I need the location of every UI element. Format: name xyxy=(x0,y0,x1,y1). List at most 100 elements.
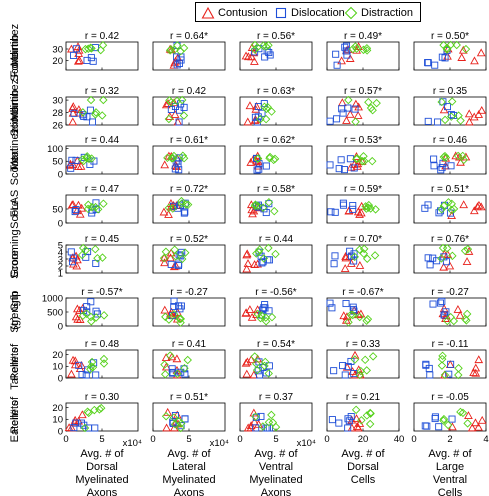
triangle-point xyxy=(249,57,259,65)
diamond-point xyxy=(254,247,263,257)
triangle-point xyxy=(160,258,169,267)
square-point xyxy=(89,57,97,65)
diamond-point xyxy=(164,203,174,213)
diamond-point xyxy=(270,206,279,216)
square-point xyxy=(181,208,189,216)
y-axis-label: Martinez xyxy=(9,128,21,170)
triangle-point xyxy=(477,105,487,114)
x-tick-label: 5 xyxy=(273,434,278,445)
square-point xyxy=(347,252,356,260)
y-tick-label: 0 xyxy=(58,373,63,384)
square-point xyxy=(82,371,90,379)
diamond-point xyxy=(86,95,96,105)
legend-label: Dislocation xyxy=(291,6,345,19)
y-tick-label: 26 xyxy=(52,120,63,131)
square-point xyxy=(335,419,343,427)
diamond-point xyxy=(179,43,189,53)
y-tick-label: 30 xyxy=(52,44,63,55)
diamond-point xyxy=(169,310,179,319)
diamond-point xyxy=(161,312,170,322)
triangle-point xyxy=(75,306,84,314)
diamond-point xyxy=(87,154,96,163)
square-point xyxy=(70,51,78,59)
diamond-point xyxy=(364,97,373,107)
square-point xyxy=(340,201,348,209)
square-point xyxy=(265,49,273,57)
diamond-point xyxy=(91,244,100,254)
triangle-point xyxy=(339,311,349,320)
y-tick-label: 20 xyxy=(52,350,63,361)
triangle-point xyxy=(242,249,252,258)
x-tick-label: 5 xyxy=(186,434,191,445)
square-point xyxy=(262,209,270,217)
triangle-point xyxy=(159,253,169,262)
triangle-point xyxy=(159,207,169,216)
diamond-point xyxy=(256,114,265,124)
triangle-point xyxy=(462,257,472,266)
correlation-label: r = -0.57* xyxy=(81,287,123,298)
diamond-point xyxy=(98,41,108,50)
diamond-point xyxy=(359,244,369,254)
square-point xyxy=(447,162,455,170)
square-point xyxy=(342,300,350,308)
triangle-point xyxy=(459,200,469,209)
diamond-point xyxy=(98,253,107,262)
y-axis-label: Pellets xyxy=(9,347,21,381)
y-tick-label: 50 xyxy=(52,157,63,168)
square-point xyxy=(342,42,351,50)
x-exponent-label: x10⁴ xyxy=(123,438,142,449)
square-point xyxy=(438,164,446,172)
square-point xyxy=(436,299,444,307)
triangle-point xyxy=(246,355,256,364)
correlation-label: r = 0.47 xyxy=(85,184,120,195)
x-axis-label: Dorsal xyxy=(347,461,379,473)
square-point xyxy=(350,250,358,258)
diamond-point xyxy=(183,355,192,365)
triangle-point xyxy=(166,248,176,257)
triangle-point xyxy=(170,110,180,118)
correlation-label: r = 0.51* xyxy=(170,392,208,403)
diamond-point xyxy=(355,370,365,380)
diamond-point xyxy=(366,103,376,113)
diamond-point xyxy=(449,204,459,214)
diamond-point xyxy=(463,244,473,254)
triangle-point xyxy=(464,246,474,255)
square-point xyxy=(77,419,85,427)
square-point xyxy=(168,365,176,373)
triangle-point xyxy=(346,259,356,267)
correlation-label: r = 0.30 xyxy=(85,392,120,403)
triangle-point xyxy=(439,262,449,271)
triangle-point xyxy=(70,356,80,365)
correlation-label: r = 0.42 xyxy=(172,86,207,97)
diamond-point xyxy=(458,408,468,418)
square-point xyxy=(431,413,439,421)
square-point xyxy=(337,156,345,164)
diamond-point xyxy=(99,359,109,368)
triangle-point xyxy=(169,98,179,107)
plot-frame xyxy=(152,96,226,126)
plot-frame xyxy=(239,297,313,327)
plot-frame xyxy=(239,244,313,274)
diamond-point xyxy=(257,311,266,320)
square-point xyxy=(431,61,439,69)
diamond-point xyxy=(164,315,174,324)
diamond-point xyxy=(173,369,182,379)
triangle-point xyxy=(243,117,253,126)
diamond-point xyxy=(166,45,176,54)
y-axis-label: Forelimb xyxy=(9,35,21,78)
y-axis-label: Grip xyxy=(9,291,21,312)
triangle-point xyxy=(241,308,251,317)
triangle-point xyxy=(470,56,479,65)
diamond-point xyxy=(352,154,361,164)
square-point xyxy=(330,367,338,375)
square-point xyxy=(426,371,434,379)
square-point xyxy=(88,118,96,126)
triangle-point xyxy=(458,45,468,54)
correlation-label: r = 0.58* xyxy=(257,184,295,195)
diamond-point xyxy=(83,407,92,416)
y-axis-label: # of xyxy=(9,343,21,362)
square-point xyxy=(429,254,437,262)
x-axis-label: Avg. # of xyxy=(341,448,385,460)
y-axis-label: Total xyxy=(9,148,21,171)
diamond-point xyxy=(350,252,359,262)
